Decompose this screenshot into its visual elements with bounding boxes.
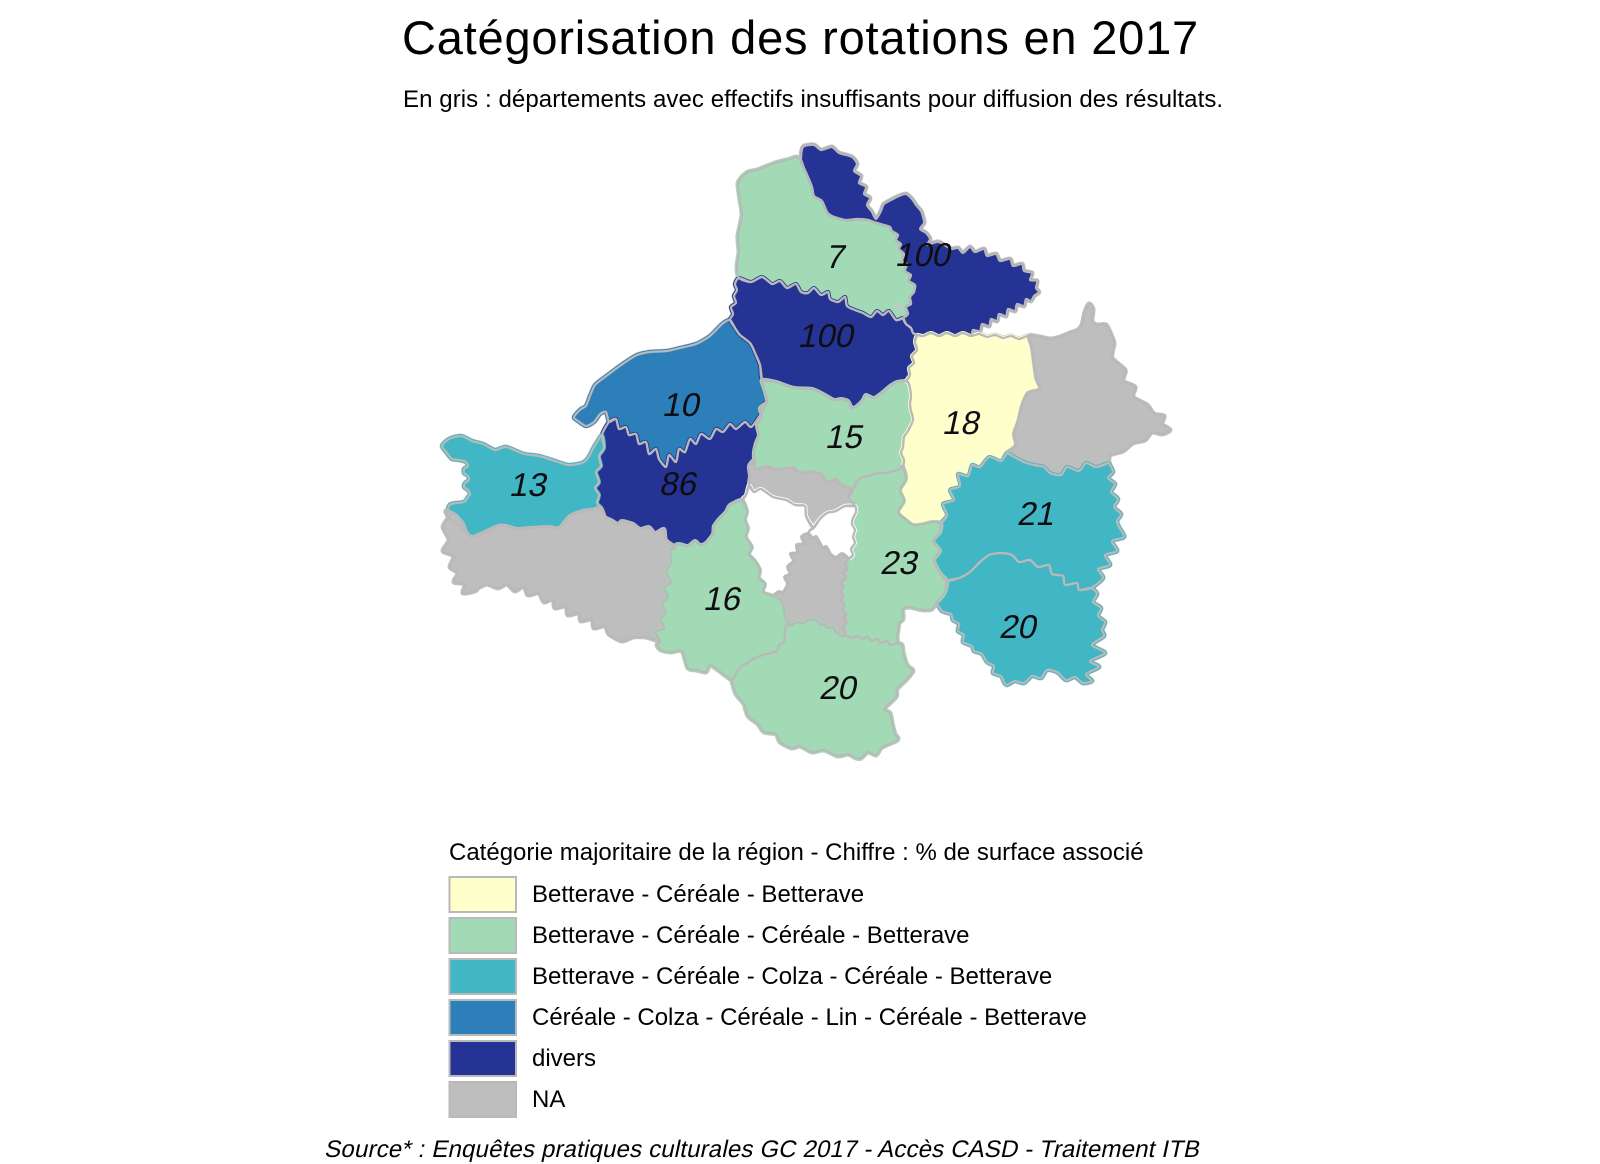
svg-text:13: 13 [507,467,551,504]
svg-text:En gris : départements avec ef: En gris : départements avec effectifs in… [403,86,1223,113]
svg-text:100: 100 [893,237,956,274]
svg-text:divers: divers [532,1045,596,1072]
svg-text:Source* : Enquêtes pratiques c: Source* : Enquêtes pratiques culturales … [323,1136,1204,1163]
svg-text:Betterave - Céréale - Betterav: Betterave - Céréale - Betterave [532,881,864,908]
svg-text:Betterave - Céréale - Colza -: Betterave - Céréale - Colza - Céréale - … [532,963,1052,990]
svg-text:10: 10 [660,387,704,424]
svg-text:23: 23 [878,545,922,582]
svg-text:Betterave - Céréale - Céréale: Betterave - Céréale - Céréale - Betterav… [532,922,970,949]
svg-text:20: 20 [817,670,861,707]
svg-text:Catégorie majoritaire de la ré: Catégorie majoritaire de la région - Chi… [449,839,1144,866]
svg-text:16: 16 [701,581,745,618]
svg-text:15: 15 [823,419,867,456]
svg-text:NA: NA [532,1086,565,1113]
svg-text:86: 86 [657,466,701,503]
svg-text:100: 100 [796,318,859,355]
svg-text:21: 21 [1015,496,1059,533]
svg-text:Catégorisation des rotations e: Catégorisation des rotations en 2017 [402,11,1199,64]
svg-text:18: 18 [940,405,984,442]
svg-text:20: 20 [997,609,1041,646]
svg-text:Céréale - Colza - Céréale - Li: Céréale - Colza - Céréale - Lin - Céréal… [532,1004,1087,1031]
